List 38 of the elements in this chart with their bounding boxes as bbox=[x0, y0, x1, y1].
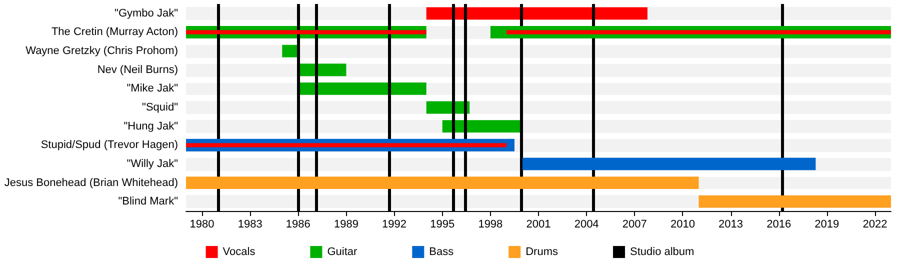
x-tick-label: 2010 bbox=[670, 218, 695, 230]
x-tick-label: 1992 bbox=[382, 218, 407, 230]
x-tick-label: 1995 bbox=[430, 218, 455, 230]
y-tick-label: Wayne Gretzky (Chris Prohom) bbox=[26, 45, 178, 58]
y-tick-label: "Blind Mark" bbox=[118, 196, 178, 208]
legend-label: Vocals bbox=[222, 246, 256, 258]
y-tick-label: "Mike Jak" bbox=[126, 82, 178, 95]
y-tick-label: The Cretin (Murray Acton) bbox=[51, 26, 178, 38]
legend-label: Drums bbox=[526, 246, 558, 258]
x-tick-label: 2001 bbox=[526, 218, 551, 230]
bar bbox=[506, 30, 891, 34]
legend-label: Bass bbox=[429, 246, 454, 258]
bar bbox=[282, 44, 298, 58]
x-tick-label: 1986 bbox=[286, 218, 310, 230]
x-tick-label: 1980 bbox=[190, 218, 214, 230]
bar bbox=[698, 195, 891, 208]
x-tick-label: 2013 bbox=[718, 218, 744, 230]
x-tick-label: 2007 bbox=[622, 218, 647, 230]
legend-label: Guitar bbox=[327, 246, 358, 258]
y-tick-label: "Hung Jak" bbox=[124, 120, 178, 132]
x-tick-label: 2019 bbox=[814, 218, 840, 230]
bar bbox=[186, 143, 506, 148]
bar bbox=[186, 30, 426, 34]
x-tick-label: 2004 bbox=[574, 218, 599, 230]
x-tick-label: 1989 bbox=[334, 218, 358, 230]
y-tick-label: Jesus Bonehead (Brian Whitehead) bbox=[4, 176, 178, 189]
y-tick-label: Stupid/Spud (Trevor Hagen) bbox=[40, 139, 178, 152]
x-tick-label: 2022 bbox=[862, 218, 888, 230]
bar bbox=[426, 7, 648, 20]
y-tick-label: "Gymbo Jak" bbox=[114, 7, 178, 20]
x-tick-label: 1998 bbox=[478, 218, 503, 230]
y-tick-label: Nev (Neil Burns) bbox=[97, 64, 178, 76]
legend-label: Studio album bbox=[630, 246, 694, 258]
x-tick-label: 1983 bbox=[238, 218, 262, 230]
y-tick-label: "Squid" bbox=[142, 102, 178, 114]
x-tick-label: 2016 bbox=[766, 218, 792, 230]
bar bbox=[298, 82, 426, 95]
y-tick-label: "Willy Jak" bbox=[126, 158, 178, 170]
